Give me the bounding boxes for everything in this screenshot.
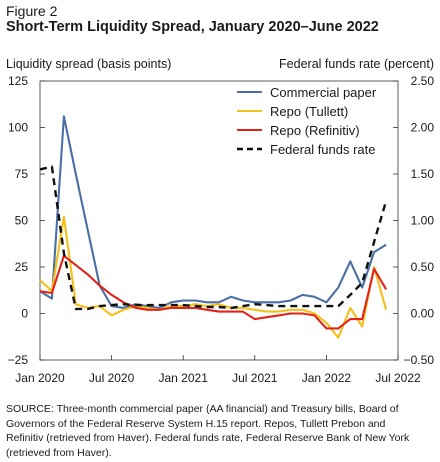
legend-label: Repo (Refinitiv) <box>270 123 360 138</box>
legend-label: Federal funds rate <box>270 142 376 157</box>
series-line-commercial-paper <box>39 115 387 309</box>
source-note: SOURCE: Three-month commercial paper (AA… <box>6 402 436 460</box>
x-tick-label: Jan 2020 <box>15 371 65 385</box>
y-tick-label: 0 <box>21 307 28 321</box>
liquidity-spread-chart: Liquidity spread (basis points) Federal f… <box>6 57 435 385</box>
series-line-repo-tullett <box>39 215 388 339</box>
figure-title: Short-Term Liquidity Spread, January 202… <box>6 19 379 35</box>
legend-label: Commercial paper <box>270 85 377 100</box>
y2-tick-label: 0.50 <box>411 260 435 274</box>
x-tick-label: Jul 2021 <box>232 371 278 385</box>
y-tick-label: −25 <box>8 353 29 367</box>
x-tick-label: Jan 2022 <box>302 371 352 385</box>
series-line-federal-funds-rate <box>39 165 388 311</box>
y2-tick-label: 2.00 <box>411 121 435 135</box>
y-tick-label: 100 <box>8 121 28 135</box>
y2-tick-label: −0.50 <box>404 353 435 367</box>
x-tick-label: Jul 2020 <box>89 371 135 385</box>
source-line-3: Refinitiv (retrieved from Haver). Federa… <box>6 432 410 444</box>
x-tick-label: Jul 2022 <box>375 371 421 385</box>
legend-label: Repo (Tullett) <box>270 104 348 119</box>
y2-tick-label: 1.50 <box>411 167 435 181</box>
source-line-1: SOURCE: Three-month commercial paper (AA… <box>6 403 399 415</box>
y2-axis-label: Federal funds rate (percent) <box>279 57 434 71</box>
figure-label: Figure 2 <box>6 3 58 19</box>
y2-tick-label: 1.00 <box>411 214 435 228</box>
source-line-4: (retrieved from Haver). <box>6 446 112 459</box>
y-tick-label: 125 <box>8 74 28 88</box>
series-line-repo-refinitiv <box>39 254 388 330</box>
y-tick-label: 25 <box>15 260 29 274</box>
y-tick-label: 75 <box>15 167 29 181</box>
x-tick-label: Jan 2021 <box>159 371 209 385</box>
y-axis-label: Liquidity spread (basis points) <box>6 57 171 71</box>
y-tick-label: 50 <box>15 214 29 228</box>
y2-tick-label: 2.50 <box>411 74 435 88</box>
y2-tick-label: 0.00 <box>411 307 435 321</box>
source-line-2: Governors of the Federal Reserve System … <box>6 417 386 430</box>
